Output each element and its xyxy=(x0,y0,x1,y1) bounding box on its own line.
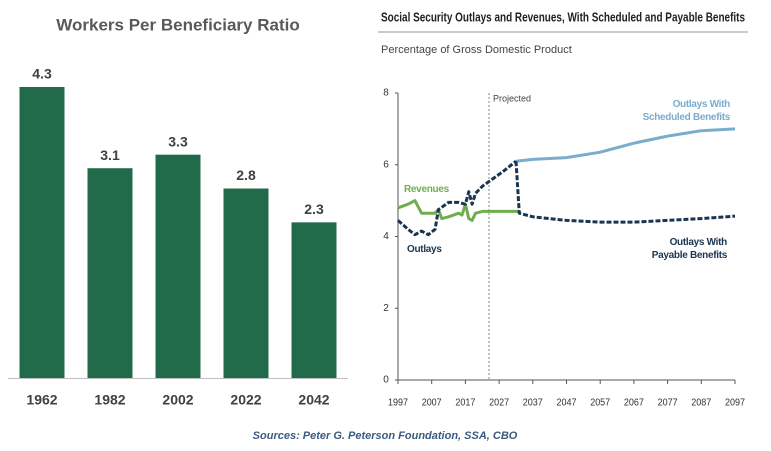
x-tick-label: 2097 xyxy=(725,398,745,409)
y-tick-label: 4 xyxy=(383,231,389,242)
y-tick-label: 6 xyxy=(383,159,389,170)
x-tick-label: 2077 xyxy=(658,398,678,409)
series-label: Revenues xyxy=(404,184,449,195)
x-tick-label: 2042 xyxy=(298,392,329,408)
value-label: 2.3 xyxy=(304,201,324,217)
series-line xyxy=(397,160,517,237)
x-tick-label: 1962 xyxy=(26,392,57,408)
line-chart-title: Social Security Outlays and Revenues, Wi… xyxy=(381,9,745,24)
value-label: 2.8 xyxy=(236,167,256,183)
x-tick-label: 2087 xyxy=(691,398,711,409)
value-label: 3.3 xyxy=(168,133,188,149)
value-label: 3.1 xyxy=(100,147,120,163)
annotation-label: Projected xyxy=(493,93,531,103)
series-line xyxy=(514,161,736,224)
bar xyxy=(155,154,201,378)
bar xyxy=(223,188,269,378)
series-line xyxy=(515,127,736,163)
x-tick-label: 2002 xyxy=(162,392,193,408)
x-tick-label: 2022 xyxy=(230,392,261,408)
y-tick-label: 2 xyxy=(383,303,389,314)
series-label: Outlays With Scheduled Benefits xyxy=(642,99,731,123)
y-tick-label: 8 xyxy=(383,88,389,99)
bar-chart-title: Workers Per Beneficiary Ratio xyxy=(56,15,299,34)
bar xyxy=(87,168,133,378)
x-tick-label: 2067 xyxy=(624,398,644,409)
value-label: 4.3 xyxy=(32,66,52,82)
bar xyxy=(19,87,65,378)
series-line xyxy=(397,199,520,222)
series-label: Outlays xyxy=(407,244,442,255)
bar xyxy=(291,222,337,378)
x-tick-label: 2007 xyxy=(422,398,442,409)
y-tick-label: 0 xyxy=(383,375,389,386)
x-tick-label: 2057 xyxy=(590,398,610,409)
x-tick-label: 1982 xyxy=(94,392,125,408)
x-tick-label: 2017 xyxy=(455,398,475,409)
line-chart-subtitle: Percentage of Gross Domestic Product xyxy=(381,44,572,56)
x-tick-label: 1997 xyxy=(388,398,408,409)
x-tick-label: 2027 xyxy=(489,398,509,409)
x-tick-label: 2047 xyxy=(557,398,577,409)
x-tick-label: 2037 xyxy=(523,398,543,409)
series-label: Outlays With Payable Benefits xyxy=(651,237,728,261)
source-note: Sources: Peter G. Peterson Foundation, S… xyxy=(253,430,518,442)
